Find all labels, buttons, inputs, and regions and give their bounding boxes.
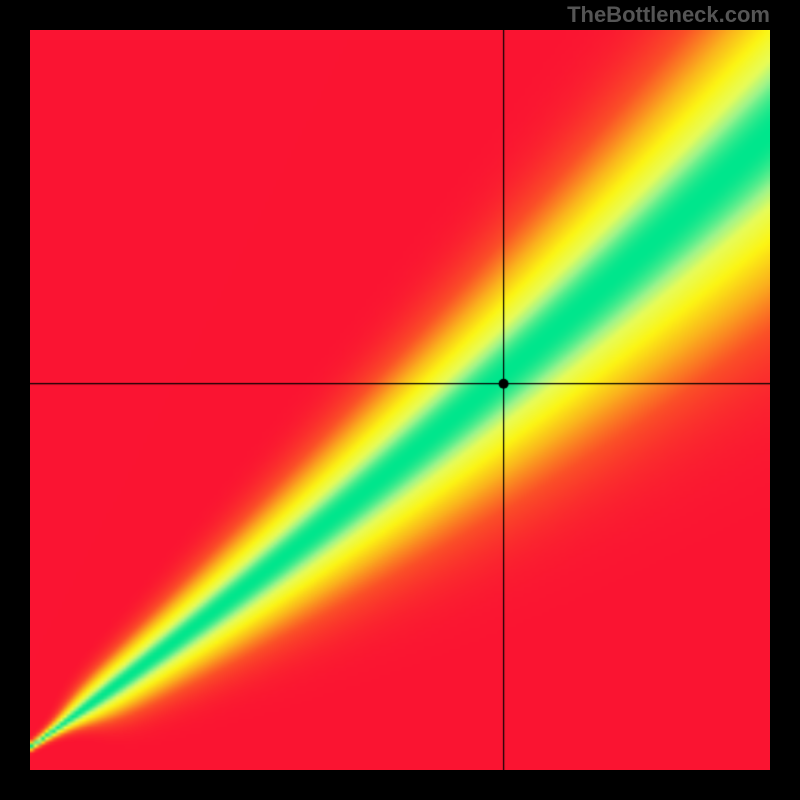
watermark-label: TheBottleneck.com bbox=[567, 2, 770, 28]
bottleneck-heatmap bbox=[30, 30, 770, 770]
